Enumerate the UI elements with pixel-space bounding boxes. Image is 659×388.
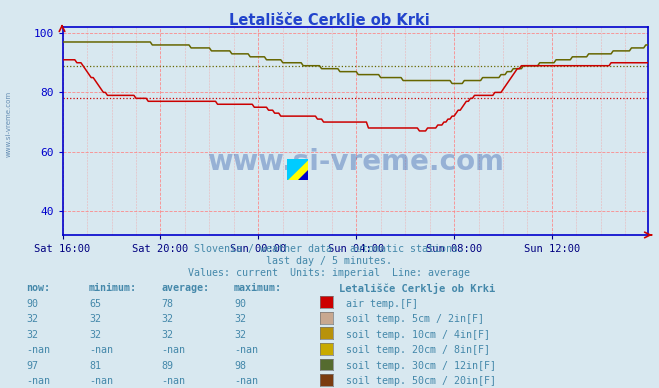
Text: soil temp. 5cm / 2in[F]: soil temp. 5cm / 2in[F] — [346, 314, 484, 324]
Text: now:: now: — [26, 283, 50, 293]
Text: soil temp. 50cm / 20in[F]: soil temp. 50cm / 20in[F] — [346, 376, 496, 386]
Text: 78: 78 — [161, 299, 173, 309]
Polygon shape — [287, 159, 308, 180]
Text: 32: 32 — [89, 330, 101, 340]
Text: 89: 89 — [161, 361, 173, 371]
Text: soil temp. 20cm / 8in[F]: soil temp. 20cm / 8in[F] — [346, 345, 490, 355]
Text: 98: 98 — [234, 361, 246, 371]
Text: soil temp. 30cm / 12in[F]: soil temp. 30cm / 12in[F] — [346, 361, 496, 371]
Text: 32: 32 — [234, 330, 246, 340]
Text: -nan: -nan — [89, 376, 113, 386]
Text: 90: 90 — [234, 299, 246, 309]
Text: 97: 97 — [26, 361, 38, 371]
Text: -nan: -nan — [161, 345, 185, 355]
Text: 32: 32 — [234, 314, 246, 324]
Text: -nan: -nan — [234, 376, 258, 386]
Text: Letališče Cerklje ob Krki: Letališče Cerklje ob Krki — [229, 12, 430, 28]
Text: 32: 32 — [161, 314, 173, 324]
Text: soil temp. 10cm / 4in[F]: soil temp. 10cm / 4in[F] — [346, 330, 490, 340]
Text: www.si-vreme.com: www.si-vreme.com — [207, 148, 503, 176]
Text: www.si-vreme.com: www.si-vreme.com — [5, 91, 12, 157]
Text: average:: average: — [161, 283, 210, 293]
Text: 32: 32 — [161, 330, 173, 340]
Text: last day / 5 minutes.: last day / 5 minutes. — [266, 256, 393, 266]
Text: 32: 32 — [26, 330, 38, 340]
Text: 81: 81 — [89, 361, 101, 371]
Polygon shape — [298, 170, 308, 180]
Text: -nan: -nan — [234, 345, 258, 355]
Text: -nan: -nan — [89, 345, 113, 355]
Text: Slovenia / weather data - automatic stations.: Slovenia / weather data - automatic stat… — [194, 244, 465, 254]
Text: -nan: -nan — [26, 345, 50, 355]
Text: 32: 32 — [26, 314, 38, 324]
Text: 65: 65 — [89, 299, 101, 309]
Polygon shape — [287, 159, 308, 180]
Text: 32: 32 — [89, 314, 101, 324]
Text: 90: 90 — [26, 299, 38, 309]
Text: -nan: -nan — [161, 376, 185, 386]
Text: Values: current  Units: imperial  Line: average: Values: current Units: imperial Line: av… — [188, 268, 471, 279]
Text: -nan: -nan — [26, 376, 50, 386]
Text: air temp.[F]: air temp.[F] — [346, 299, 418, 309]
Text: Letališče Cerklje ob Krki: Letališče Cerklje ob Krki — [339, 283, 496, 294]
Text: minimum:: minimum: — [89, 283, 137, 293]
Text: maximum:: maximum: — [234, 283, 282, 293]
